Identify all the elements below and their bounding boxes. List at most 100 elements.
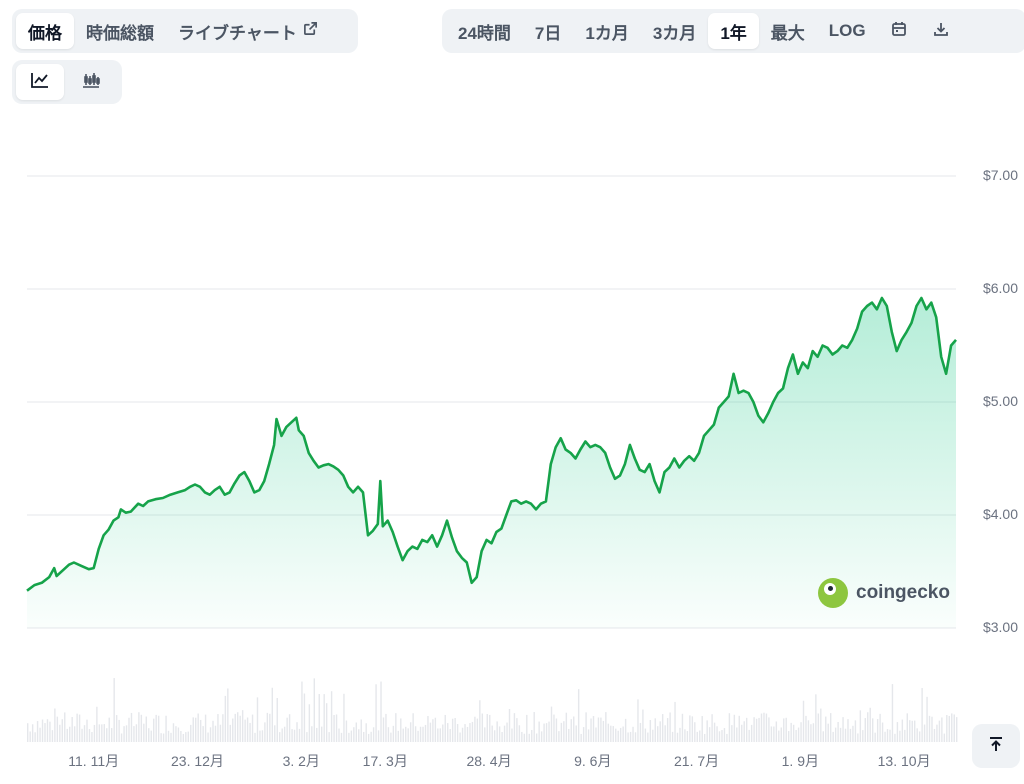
volume-bar: [83, 725, 86, 742]
chart-metric-tabs: 価格 時価総額 ライブチャート: [12, 9, 358, 53]
volume-bar: [491, 725, 493, 742]
volume-bar: [681, 713, 684, 742]
log-scale-toggle[interactable]: LOG: [817, 13, 878, 49]
volume-bar: [558, 731, 560, 742]
volume-bar: [306, 732, 308, 742]
volume-bar: [528, 733, 530, 742]
volume-bar: [148, 728, 150, 742]
volume-bar: [382, 717, 385, 742]
volume-bar: [269, 713, 271, 742]
candlestick-button[interactable]: [64, 64, 118, 100]
volume-bar: [758, 717, 760, 742]
volume-bar: [575, 725, 577, 742]
volume-bar: [140, 714, 143, 742]
download-button[interactable]: [920, 13, 962, 49]
volume-bar: [190, 724, 192, 742]
volume-bar: [197, 713, 199, 742]
volume-bar: [340, 732, 343, 742]
volume-bar: [580, 733, 582, 742]
download-icon: [932, 20, 950, 43]
volume-bar: [476, 718, 479, 742]
volume-bar: [175, 726, 177, 742]
volume-bar: [454, 717, 456, 742]
volume-bar: [946, 714, 948, 742]
range-max[interactable]: 最大: [759, 13, 817, 49]
range-7d[interactable]: 7日: [523, 13, 573, 49]
volume-bar: [785, 717, 787, 742]
volume-bar: [39, 727, 41, 742]
volume-bar: [535, 733, 538, 742]
volume-bar: [694, 722, 696, 742]
volume-bar: [323, 694, 325, 742]
volume-bar: [271, 687, 274, 742]
volume-bar: [232, 718, 234, 742]
volume-bar: [202, 726, 204, 742]
volume-bar: [103, 724, 105, 742]
tab-live-chart[interactable]: ライブチャート: [166, 13, 330, 49]
volume-bar: [568, 728, 570, 742]
volume-bar: [741, 724, 743, 742]
volume-bar: [879, 713, 881, 742]
volume-bar: [748, 729, 750, 742]
volume-bar: [550, 706, 553, 742]
volume-bar: [770, 726, 773, 742]
volume-bar: [701, 716, 703, 742]
volume-bar: [212, 720, 214, 742]
volume-bar: [429, 722, 432, 742]
volume-bar: [691, 716, 694, 742]
volume-bar: [241, 710, 244, 742]
volume-bar: [313, 678, 316, 742]
calendar-button[interactable]: [878, 13, 920, 49]
volume-bar: [407, 728, 409, 742]
volume-bar: [531, 729, 533, 742]
volume-bar: [227, 688, 229, 742]
volume-bars: [27, 678, 958, 742]
volume-bar: [128, 717, 130, 742]
range-24h[interactable]: 24時間: [446, 13, 523, 49]
volume-bar: [489, 714, 491, 742]
tab-price[interactable]: 価格: [16, 13, 74, 49]
time-range-selector: 24時間 7日 1カ月 3カ月 1年 最大 LOG: [442, 9, 1024, 53]
volume-bar: [466, 726, 469, 742]
volume-bar: [775, 721, 778, 742]
volume-bar: [180, 730, 182, 742]
volume-bar: [133, 726, 135, 742]
volume-bar: [829, 713, 832, 742]
volume-bar: [642, 709, 644, 742]
volume-bar: [321, 726, 323, 742]
volume-bar: [29, 731, 31, 742]
range-1y[interactable]: 1年: [708, 13, 759, 49]
volume-bar: [926, 696, 928, 742]
watermark-text: coingecko: [856, 582, 950, 603]
volume-bar: [533, 712, 535, 742]
volume-bar: [501, 731, 503, 742]
line-chart-button[interactable]: [16, 64, 64, 100]
volume-bar: [916, 728, 918, 742]
volume-bar: [405, 726, 407, 742]
volume-bar: [563, 721, 565, 742]
volume-bar: [123, 726, 125, 742]
range-3m[interactable]: 3カ月: [641, 13, 708, 49]
range-1m[interactable]: 1カ月: [573, 13, 640, 49]
volume-bar: [943, 733, 946, 742]
volume-bar: [108, 717, 110, 742]
volume-bar: [153, 718, 155, 742]
volume-bar: [130, 712, 133, 742]
volume-bar: [573, 716, 575, 742]
volume-bar: [627, 732, 629, 742]
volume-bar: [106, 728, 108, 742]
volume-bar: [343, 693, 345, 742]
volume-bar: [904, 729, 906, 742]
volume-bar: [699, 730, 701, 742]
volume-bar: [81, 728, 83, 742]
volume-bar: [385, 713, 387, 742]
volume-bar: [891, 684, 894, 742]
volume-bar: [745, 717, 748, 742]
scroll-to-top-button[interactable]: [972, 724, 1020, 768]
volume-bar: [931, 716, 933, 742]
volume-bar: [637, 699, 639, 742]
tab-market-cap[interactable]: 時価総額: [74, 13, 166, 49]
volume-bar: [330, 691, 333, 742]
volume-bar: [392, 725, 395, 742]
